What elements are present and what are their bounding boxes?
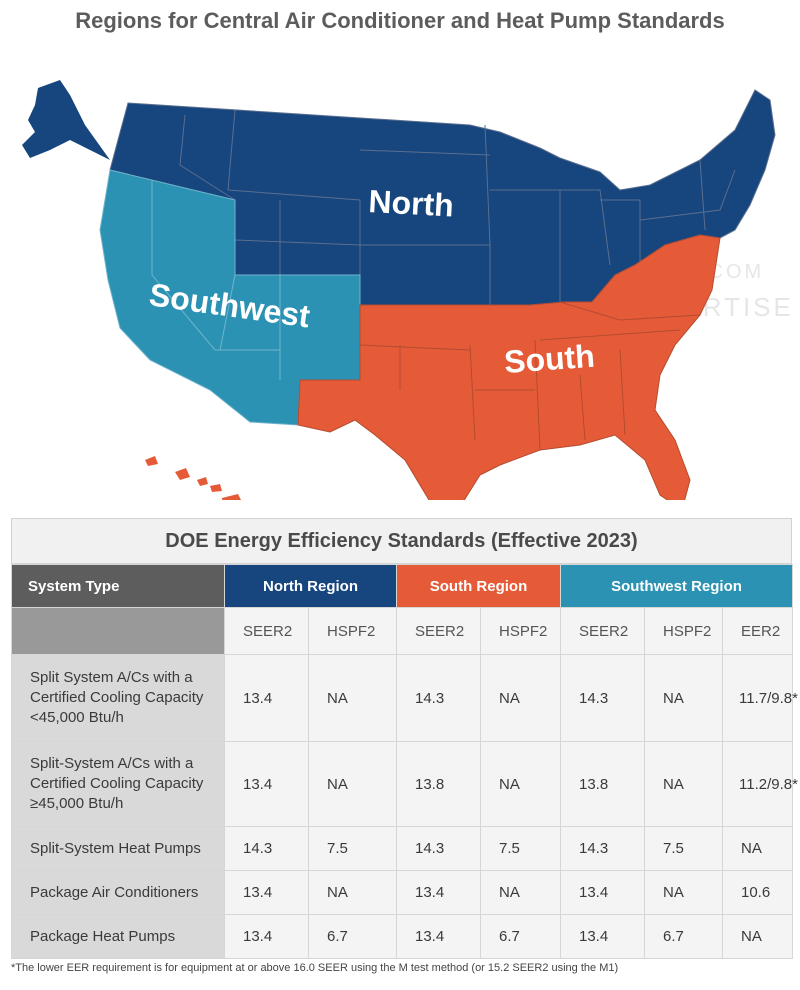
table-cell: 13.4 — [560, 914, 645, 959]
subheader-cell: SEER2 — [224, 607, 309, 655]
standards-grid: System Type North Region South Region So… — [11, 564, 798, 959]
table-cell: NA — [721, 826, 794, 871]
regions-map: .COM UNMATCHED EXPERTISE — [0, 40, 800, 500]
subheader-blank — [11, 607, 225, 655]
table-title: DOE Energy Efficiency Standards (Effecti… — [11, 518, 792, 564]
subheader-cell: HSPF2 — [480, 607, 561, 655]
table-cell: NA — [480, 654, 561, 742]
table-cell: 13.8 — [396, 741, 481, 827]
table-cell: 7.5 — [308, 826, 397, 871]
table-cell: NA — [480, 870, 561, 915]
table-cell: 6.7 — [308, 914, 397, 959]
table-row: Split-System Heat Pumps 14.3 7.5 14.3 7.… — [11, 826, 794, 871]
subheader-cell: HSPF2 — [644, 607, 723, 655]
header-row: System Type North Region South Region So… — [11, 564, 794, 608]
table-cell: 13.4 — [224, 654, 309, 742]
table-row: Package Heat Pumps 13.4 6.7 13.4 6.7 13.… — [11, 914, 794, 959]
row-label: Split-System Heat Pumps — [11, 826, 225, 871]
table-cell: 13.4 — [224, 914, 309, 959]
row-label: Package Heat Pumps — [11, 914, 225, 959]
south-label: South — [503, 338, 596, 380]
table-cell: NA — [644, 741, 723, 827]
south-state-borders — [359, 301, 701, 451]
row-label: Package Air Conditioners — [11, 870, 225, 915]
subheader-cell: EER2 — [721, 607, 794, 655]
southwest-state-borders — [151, 180, 281, 380]
header-north-region: North Region — [224, 564, 397, 608]
subheader-cell: SEER2 — [560, 607, 645, 655]
table-cell: NA — [644, 870, 723, 915]
header-south-region: South Region — [396, 564, 561, 608]
subheader-cell: SEER2 — [396, 607, 481, 655]
table-cell: 6.7 — [644, 914, 723, 959]
table-cell: 6.7 — [480, 914, 561, 959]
table-cell: 13.4 — [560, 870, 645, 915]
table-cell: 11.7/9.8* — [721, 654, 798, 742]
table-cell: 13.8 — [560, 741, 645, 827]
row-label: Split-System A/Cs with a Certified Cooli… — [11, 741, 225, 827]
table-row: Package Air Conditioners 13.4 NA 13.4 NA… — [11, 870, 794, 915]
table-cell: 14.3 — [224, 826, 309, 871]
table-cell: 7.5 — [480, 826, 561, 871]
table-cell: 14.3 — [560, 826, 645, 871]
table-cell: NA — [644, 654, 723, 742]
table-cell: 14.3 — [396, 654, 481, 742]
table-cell: 10.6 — [721, 870, 794, 915]
alaska — [22, 80, 110, 160]
table-row: Split System A/Cs with a Certified Cooli… — [11, 654, 798, 742]
header-southwest-region: Southwest Region — [559, 564, 794, 608]
table-cell: NA — [721, 914, 794, 959]
south-region — [297, 234, 721, 500]
header-system-type: System Type — [11, 564, 225, 608]
hawaii — [145, 456, 241, 500]
subheader-row: SEER2 HSPF2 SEER2 HSPF2 SEER2 HSPF2 EER2 — [11, 607, 794, 655]
us-map: .COM UNMATCHED EXPERTISE — [22, 80, 791, 500]
row-label: Split System A/Cs with a Certified Cooli… — [11, 654, 225, 742]
page-title: Regions for Central Air Conditioner and … — [75, 8, 725, 33]
table-cell: NA — [308, 741, 397, 827]
table-cell: NA — [308, 654, 397, 742]
table-cell: 14.3 — [396, 826, 481, 871]
table-cell: NA — [308, 870, 397, 915]
table-row: Split-System A/Cs with a Certified Cooli… — [11, 741, 798, 827]
table-cell: NA — [480, 741, 561, 827]
subheader-cell: HSPF2 — [308, 607, 397, 655]
table-cell: 7.5 — [644, 826, 723, 871]
table-cell: 14.3 — [560, 654, 645, 742]
table-cell: 13.4 — [224, 741, 309, 827]
table-cell: 13.4 — [396, 870, 481, 915]
standards-table: DOE Energy Efficiency Standards (Effecti… — [11, 518, 798, 959]
footnote: *The lower EER requirement is for equipm… — [11, 962, 619, 974]
table-cell: 11.2/9.8* — [721, 741, 798, 827]
table-cell: 13.4 — [224, 870, 309, 915]
table-cell: 13.4 — [396, 914, 481, 959]
north-state-borders — [179, 109, 736, 305]
north-label: North — [368, 183, 455, 223]
